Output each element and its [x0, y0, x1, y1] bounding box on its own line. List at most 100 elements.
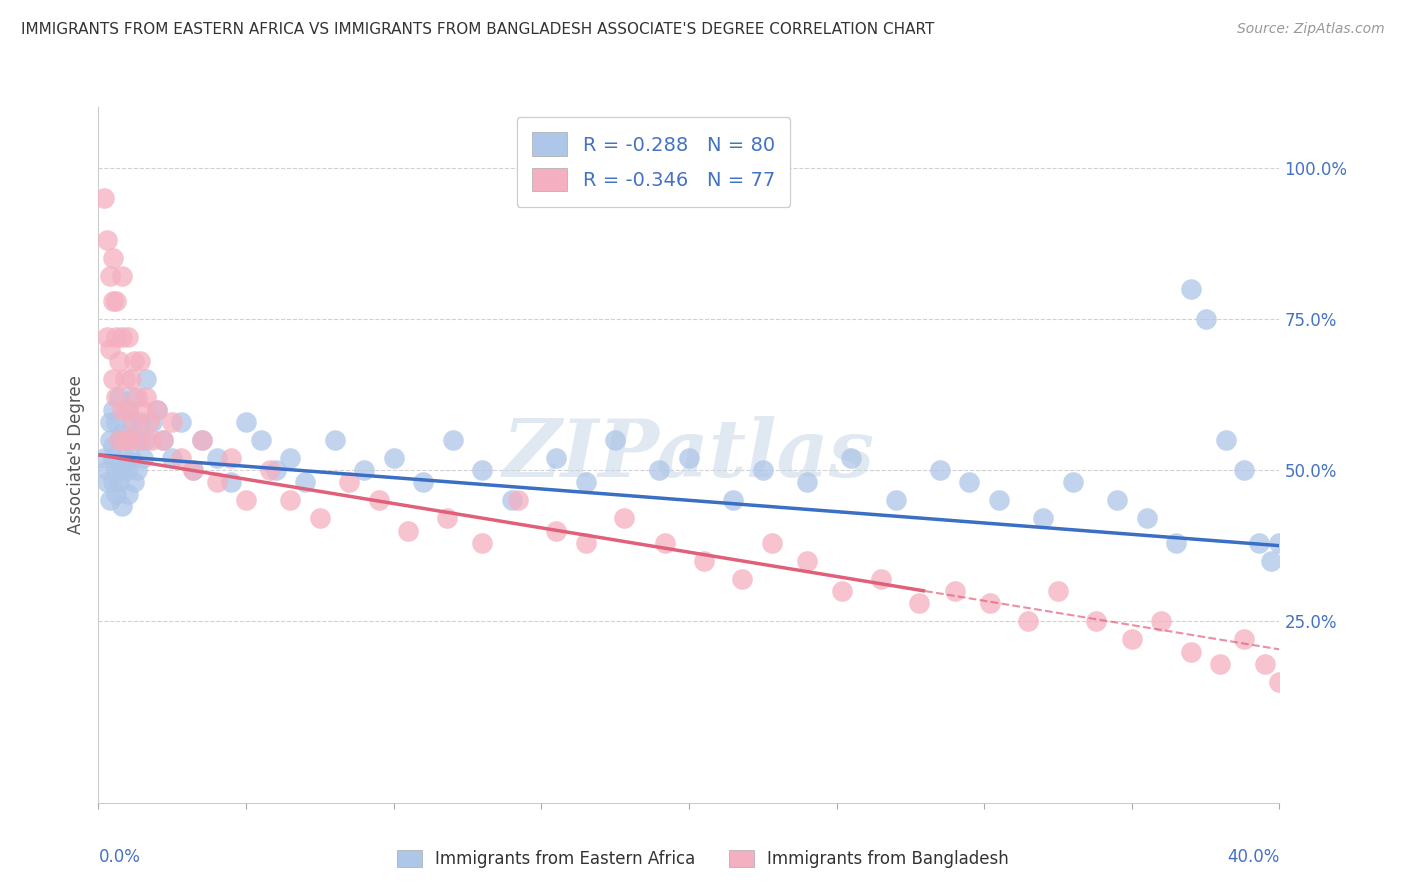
Point: [353, 463, 375, 477]
Point: [259, 463, 281, 477]
Point: [96, 233, 118, 247]
Point: [98, 433, 121, 447]
Point: [103, 439, 125, 453]
Point: [219, 450, 242, 465]
Point: [1150, 615, 1173, 629]
Text: ZIPatlas: ZIPatlas: [503, 417, 875, 493]
Point: [928, 463, 950, 477]
Point: [1268, 674, 1291, 689]
Point: [170, 415, 193, 429]
Point: [396, 524, 419, 538]
Point: [831, 584, 853, 599]
Point: [152, 433, 174, 447]
Point: [103, 372, 125, 386]
Point: [128, 354, 150, 368]
Point: [108, 475, 131, 490]
Point: [544, 450, 567, 465]
Point: [294, 475, 316, 490]
Point: [105, 293, 128, 308]
Point: [117, 402, 139, 417]
Point: [1085, 615, 1108, 629]
Point: [264, 463, 287, 477]
Point: [125, 391, 148, 405]
Point: [1233, 463, 1256, 477]
Point: [96, 463, 118, 477]
Point: [309, 511, 332, 525]
Point: [471, 463, 494, 477]
Point: [1062, 475, 1084, 490]
Point: [105, 330, 128, 344]
Point: [111, 330, 134, 344]
Point: [613, 511, 636, 525]
Point: [181, 463, 204, 477]
Point: [278, 450, 302, 465]
Point: [605, 433, 627, 447]
Point: [111, 402, 134, 417]
Point: [1164, 535, 1187, 549]
Y-axis label: Associate's Degree: Associate's Degree: [66, 376, 84, 534]
Point: [117, 487, 139, 501]
Point: [108, 433, 131, 447]
Point: [122, 475, 145, 490]
Point: [111, 463, 134, 477]
Point: [471, 535, 494, 549]
Point: [1341, 754, 1364, 768]
Point: [761, 535, 783, 549]
Point: [908, 596, 931, 610]
Point: [441, 433, 464, 447]
Point: [235, 415, 257, 429]
Point: [987, 493, 1010, 508]
Point: [648, 463, 671, 477]
Point: [98, 493, 121, 508]
Point: [152, 433, 174, 447]
Point: [170, 450, 193, 465]
Point: [93, 191, 115, 205]
Point: [181, 463, 204, 477]
Point: [98, 415, 121, 429]
Point: [122, 354, 145, 368]
Point: [162, 415, 183, 429]
Point: [1032, 511, 1054, 525]
Point: [146, 402, 169, 417]
Point: [96, 330, 118, 344]
Point: [1121, 632, 1143, 647]
Point: [191, 433, 214, 447]
Point: [337, 475, 360, 490]
Point: [114, 433, 136, 447]
Point: [1215, 433, 1237, 447]
Point: [574, 475, 596, 490]
Point: [111, 426, 134, 441]
Text: 40.0%: 40.0%: [1227, 848, 1279, 866]
Point: [111, 500, 134, 514]
Point: [125, 463, 148, 477]
Point: [1195, 311, 1218, 326]
Point: [654, 535, 676, 549]
Point: [120, 415, 142, 429]
Point: [132, 402, 155, 417]
Point: [103, 252, 125, 266]
Point: [943, 584, 966, 599]
Point: [1327, 735, 1350, 749]
Point: [219, 475, 242, 490]
Legend: R = -0.288   N = 80, R = -0.346   N = 77: R = -0.288 N = 80, R = -0.346 N = 77: [516, 117, 790, 207]
Point: [205, 475, 228, 490]
Point: [103, 450, 125, 465]
Point: [721, 493, 744, 508]
Point: [751, 463, 773, 477]
Point: [368, 493, 391, 508]
Point: [162, 450, 183, 465]
Point: [135, 372, 157, 386]
Text: Source: ZipAtlas.com: Source: ZipAtlas.com: [1237, 22, 1385, 37]
Point: [1017, 615, 1039, 629]
Legend: Immigrants from Eastern Africa, Immigrants from Bangladesh: Immigrants from Eastern Africa, Immigran…: [391, 843, 1015, 875]
Point: [117, 402, 139, 417]
Point: [111, 269, 134, 284]
Point: [436, 511, 458, 525]
Point: [1046, 584, 1069, 599]
Point: [114, 372, 136, 386]
Point: [1260, 554, 1282, 568]
Point: [235, 493, 257, 508]
Point: [731, 572, 754, 586]
Point: [1180, 281, 1202, 295]
Point: [125, 433, 148, 447]
